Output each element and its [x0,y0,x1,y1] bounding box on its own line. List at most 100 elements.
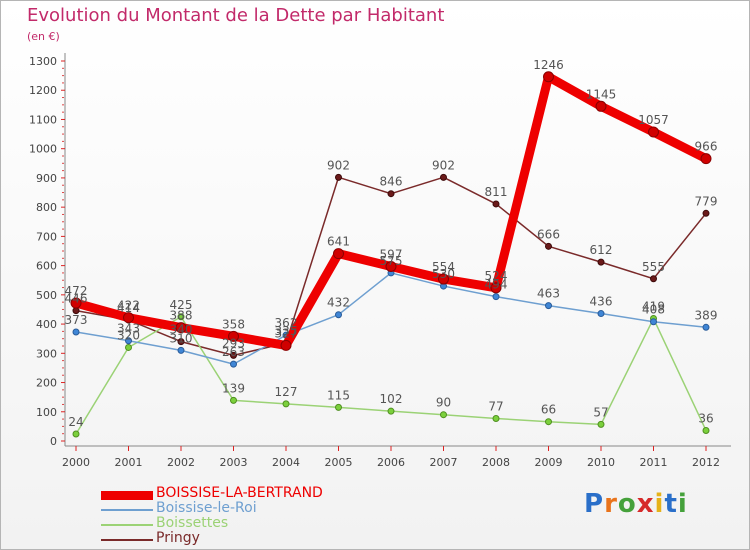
data-label-boissettes: 102 [380,392,403,406]
data-point-boissise-la-bertrand [700,153,712,165]
data-point-pringy [492,200,500,208]
data-label-boissise-le-roi: 436 [590,295,613,309]
data-point-boissise-la-bertrand [595,100,607,112]
data-point-boissise-la-bertrand [228,330,239,342]
y-tick-label: 100 [36,406,57,419]
y-tick-label: 900 [36,172,57,185]
data-point-boissise-la-bertrand [543,71,554,83]
data-point-boissettes [545,418,552,426]
data-point-boissettes [387,407,395,415]
data-label-pringy: 340 [170,323,193,337]
legend-label: Boissise-le-Roi [156,500,257,516]
data-point-pringy [387,190,395,198]
x-tick-label: 2011 [640,456,668,469]
data-label-boissise-le-roi: 408 [642,303,665,317]
y-tick-label: 1200 [29,84,57,97]
data-point-pringy [702,209,710,217]
data-label-boissise-la-bertrand: 524 [485,269,508,283]
y-tick-label: 1000 [29,143,57,156]
x-tick-label: 2008 [482,456,510,469]
data-point-boissettes [597,420,605,428]
data-label-pringy: 666 [537,227,560,241]
data-label-boissise-la-bertrand: 422 [117,299,140,313]
chart-unit: (en €) [27,30,60,43]
data-label-boissise-le-roi: 463 [537,287,560,301]
data-point-boissise-la-bertrand [123,312,134,324]
data-label-boissise-le-roi: 362 [275,316,298,330]
data-point-boissise-le-roi [177,346,185,354]
legend-swatch [101,524,153,526]
data-point-boissise-la-bertrand [333,248,344,260]
proxiti-logo: Proxiti [584,489,688,519]
data-label-pringy: 446 [65,292,88,306]
data-label-pringy: 293 [222,336,245,350]
x-tick-label: 2001 [115,456,143,469]
data-point-boissettes [492,414,500,422]
data-point-boissise-la-bertrand [648,126,659,138]
data-point-pringy [597,258,605,266]
data-point-boissettes [282,400,290,408]
data-label-boissettes: 320 [117,328,140,342]
data-label-boissettes: 66 [541,403,556,417]
data-point-boissettes [230,396,237,404]
data-label-boissise-le-roi: 575 [380,254,403,268]
x-tick-label: 2010 [587,456,615,469]
data-label-boissise-la-bertrand: 1057 [638,113,669,127]
data-label-boissettes: 57 [593,405,608,419]
data-label-boissise-la-bertrand: 1246 [533,58,564,72]
data-point-boissise-le-roi [125,337,132,345]
x-tick-label: 2012 [692,456,720,469]
data-point-pringy [545,242,552,250]
data-label-pringy: 779 [695,194,718,208]
data-point-boissettes [125,343,132,351]
y-tick-label: 1100 [29,113,57,126]
data-point-boissise-le-roi [335,311,342,319]
legend-label: Boissettes [156,515,229,531]
y-tick-label: 800 [36,201,57,214]
data-point-boissise-la-bertrand [280,339,292,351]
y-tick-label: 0 [50,435,57,448]
x-tick-label: 2005 [325,456,353,469]
data-point-boissise-la-bertrand [385,260,397,272]
y-tick-label: 400 [36,318,57,331]
data-point-pringy [650,275,657,283]
data-label-pringy: 811 [485,185,508,199]
data-point-boissise-le-roi [492,293,500,301]
data-label-boissise-le-roi: 530 [432,267,455,281]
data-label-boissise-la-bertrand: 554 [432,260,455,274]
data-label-boissise-le-roi: 310 [170,331,193,345]
data-label-boissettes: 425 [170,298,193,312]
data-label-boissettes: 115 [327,388,350,402]
legend-swatch [101,539,153,541]
data-label-boissettes: 139 [222,381,245,395]
data-label-boissise-le-roi: 373 [65,313,88,327]
data-point-boissise-le-roi [650,318,657,326]
data-point-boissettes [72,430,80,438]
data-point-pringy [177,338,185,346]
chart-title: Evolution du Montant de la Dette par Hab… [27,5,445,26]
data-point-boissise-le-roi [545,302,552,310]
data-label-boissise-la-bertrand: 641 [327,235,350,249]
data-label-boissise-le-roi: 432 [327,296,350,310]
data-label-pringy: 902 [327,158,350,172]
x-tick-label: 2003 [220,456,248,469]
x-tick-label: 2000 [62,456,90,469]
data-point-boissise-la-bertrand [490,282,502,294]
data-label-boissise-la-bertrand: 597 [380,247,403,261]
x-tick-label: 2007 [430,456,458,469]
data-label-boissise-le-roi: 494 [485,278,508,292]
data-point-boissise-le-roi [72,328,80,336]
data-point-boissise-la-bertrand [70,297,82,309]
x-tick-label: 2006 [377,456,405,469]
data-label-boissise-la-bertrand: 388 [170,309,193,323]
data-point-boissettes [440,411,447,419]
data-label-pringy: 902 [432,158,455,172]
x-tick-label: 2004 [272,456,300,469]
data-label-boissise-le-roi: 389 [695,308,718,322]
y-tick-label: 300 [36,347,57,360]
data-label-boissettes: 419 [642,300,665,314]
legend-swatch [101,509,153,511]
y-tick-label: 200 [36,377,57,390]
